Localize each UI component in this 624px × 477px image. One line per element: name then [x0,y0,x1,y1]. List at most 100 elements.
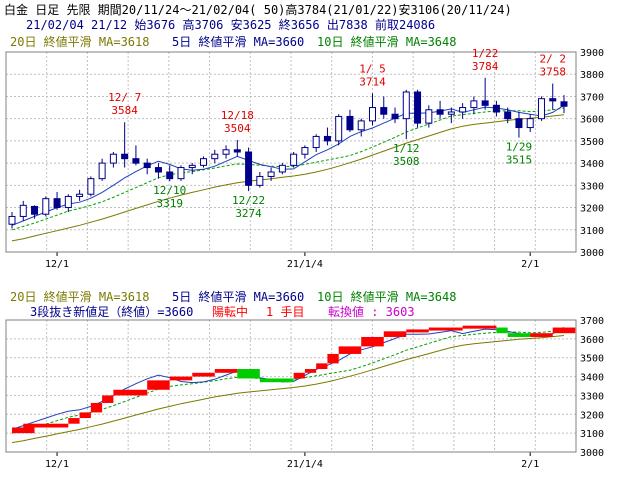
brick-up [530,333,553,337]
ma10-line [11,107,565,231]
annotation-value: 3758 [539,66,566,79]
lower-y-tick-label: 3000 [580,448,604,459]
annotation-value: 3274 [235,207,262,220]
lower-y-tick-label: 3500 [580,354,604,365]
upper-y-tick-label: 3700 [580,92,604,103]
brick-up [90,402,103,413]
candle-body [188,164,196,169]
candle-body [436,109,444,115]
upper-y-tick-label: 3200 [580,204,604,215]
ma5-line [11,104,565,226]
annotation-date: 2/ 2 [539,53,566,66]
kagi-setting: 3段抜き新値足（終値）=3660 [30,304,193,319]
annotation-date: 1/ 5 [359,62,386,75]
candle-body [335,115,343,142]
brick-up [338,346,362,354]
brick-up [192,372,215,377]
upper-x-tick-label: 2/1 [521,259,539,270]
annotation-value: 3319 [156,197,183,210]
candle-body [233,149,241,153]
upper-frame [5,51,577,253]
candle-body [222,149,230,155]
lower-frame [5,319,577,453]
upper-x-tick-label: 12/1 [45,259,69,270]
upper-y-tick-label: 3900 [580,48,604,59]
candle-body [211,153,219,160]
lower-x-tick-label: 12/1 [45,459,69,470]
brick-up [23,423,69,428]
candle-body [143,162,151,169]
candle-body [414,91,422,124]
candle-body [177,167,185,180]
lower-y-tick-label: 3100 [580,429,604,440]
annotation-value: 3515 [506,154,533,167]
brick-down [259,378,272,383]
candle-body [368,107,376,122]
candle-body [402,91,410,120]
lower-y-tick-label: 3700 [580,316,604,327]
brick-down [496,327,508,334]
candle-body [481,100,489,106]
ma20-line [11,114,565,242]
upper-y-tick-label: 3500 [580,137,604,148]
candle-body [323,135,331,142]
turn-value: 転換値 : 3603 [328,304,415,319]
lower-x-tick-label: 21/1/4 [287,459,323,470]
annotation-date: 1/12 [393,142,420,155]
candle-body [31,205,39,215]
candle-body [64,195,72,209]
candle-body [8,215,16,225]
brick-up [147,380,170,390]
header-summary: 白金 日足 先限 期間20/11/24～21/02/04( 50)高3784(2… [4,2,512,17]
legend-ma20: 20日 終値平滑 MA=3618 [10,34,149,49]
lower-y-tick-label: 3400 [580,373,604,384]
candle-body [245,151,253,186]
brick-up [68,418,80,424]
candle-body [200,158,208,166]
lower-y-tick-label: 3200 [580,410,604,421]
brick-up [304,369,317,373]
trend-status: 陽転中 [212,304,248,319]
upper-y-tick-label: 3600 [580,115,604,126]
brick-up [293,372,305,379]
upper-price-panel: 3000 3100 3200 3300 3400 3500 3600 3700 3800 3900… [5,47,604,270]
candle-body [121,153,129,160]
legend-ma10: 10日 終値平滑 MA=3648 [317,34,456,49]
candle-body [380,107,388,115]
brick-up [79,412,91,419]
candle-body [53,198,61,209]
candle-body [526,118,534,129]
candle-body [87,178,95,195]
lower-kagi-panel: 3000 3100 3200 3300 3400 3500 3600 3700 12/1 21/1… [5,316,604,470]
annotation-date: 12/22 [232,194,265,207]
upper-y-tick-label: 3300 [580,181,604,192]
candle-body [109,153,117,164]
candle-body [492,104,500,113]
brick-up [552,327,576,334]
brick-up [113,389,148,396]
upper-y-tick-label: 3100 [580,226,604,237]
candle-body [166,171,174,180]
candle-body [98,162,106,180]
candle-body [301,147,309,155]
brick-up [327,353,339,364]
brick-up [383,331,407,337]
candle-body [312,135,320,149]
candle-body [537,98,545,120]
candle-body [267,171,275,177]
candle-body [425,109,433,124]
brick-up [462,325,497,329]
upper-y-tick-label: 3800 [580,70,604,81]
candle-body [256,175,264,186]
brick-up [316,363,328,370]
candle-body [549,98,557,102]
candle-body [447,111,455,115]
legend-ma5-lower: 5日 終値平滑 MA=3660 [172,289,304,304]
annotation-date: 1/22 [472,47,499,60]
annotation-value: 3714 [359,75,386,88]
annotation-value: 3508 [393,155,420,168]
annotation-date: 1/29 [506,141,533,154]
